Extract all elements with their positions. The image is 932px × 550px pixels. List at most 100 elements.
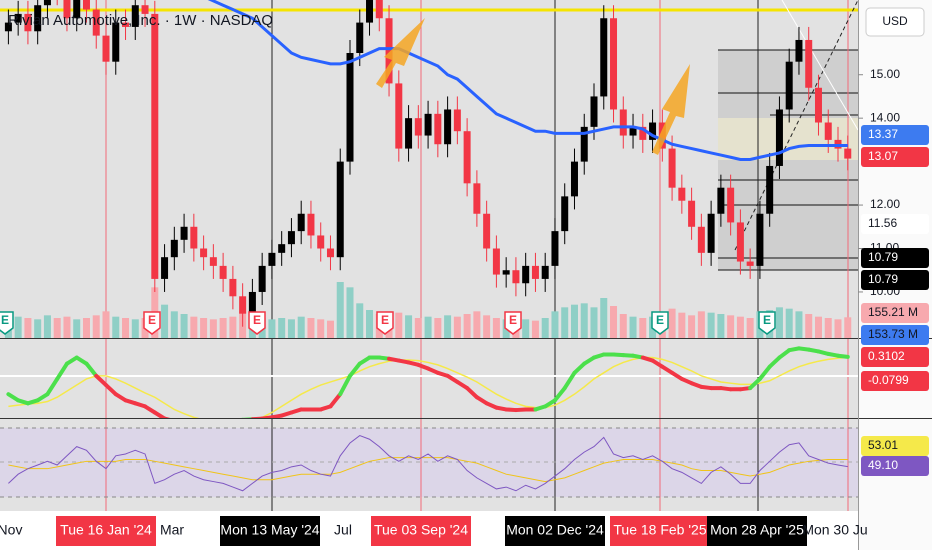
- currency-label[interactable]: USD: [882, 14, 908, 28]
- volume-bar: [541, 318, 549, 338]
- earnings-badge: [758, 311, 776, 335]
- volume-bar: [356, 303, 364, 338]
- volume-bar: [707, 312, 715, 338]
- macd-segment: [757, 364, 772, 381]
- earnings-marker: E: [758, 311, 776, 335]
- volume-bar: [336, 282, 344, 338]
- candle-body: [707, 213, 715, 253]
- volume-bar: [34, 319, 42, 338]
- candle-body: [483, 213, 491, 249]
- arrow-annotation: [376, 18, 425, 88]
- candle-body: [395, 83, 403, 149]
- candle-body: [161, 257, 169, 279]
- y-tick-label: 14.00: [870, 110, 900, 124]
- volume-bar: [190, 316, 198, 338]
- price-badge: [861, 303, 929, 323]
- volume-bar: [229, 316, 237, 338]
- volume-bar: [580, 303, 588, 338]
- candle-body: [317, 235, 325, 249]
- price-badge: [861, 436, 929, 456]
- volume-bar: [131, 319, 139, 338]
- candle-body: [102, 35, 110, 62]
- volume-bar: [161, 304, 169, 338]
- time-label: Mon 02 Dec '24: [506, 522, 604, 538]
- candle-body: [434, 113, 442, 145]
- candle-body: [209, 257, 217, 266]
- time-badge: [707, 516, 807, 546]
- moving-average: [207, 0, 848, 161]
- volume-bar: [629, 316, 637, 338]
- volume-bar: [824, 318, 832, 338]
- volume-bar: [844, 317, 852, 338]
- volume-bar: [814, 316, 822, 338]
- volume-bar: [570, 304, 578, 338]
- candle-body: [297, 213, 305, 232]
- candle-body: [473, 183, 481, 214]
- candle-body: [649, 122, 657, 140]
- volume-bar: [287, 319, 295, 338]
- candle-body: [541, 265, 549, 279]
- time-label: Mar: [160, 522, 184, 538]
- symbol-title: Rivian Automotive, Inc. · 1W · NASDAQ: [8, 12, 273, 29]
- price-badge-label: 155.21 M: [868, 305, 918, 319]
- currency-button[interactable]: [865, 7, 925, 37]
- price-badge-label: 53.01: [868, 438, 898, 452]
- price-badge: [861, 325, 929, 345]
- volume-bar: [268, 319, 276, 338]
- volume-bar: [317, 319, 325, 338]
- time-badge: [610, 516, 710, 546]
- macd-pane: [0, 346, 858, 418]
- volume-bar: [590, 307, 598, 338]
- earnings-marker: E: [248, 311, 266, 335]
- candle-body: [229, 278, 237, 297]
- volume-bar: [522, 319, 530, 338]
- arrow-annotation: [652, 64, 690, 155]
- candle-body: [424, 113, 432, 136]
- candle-body: [151, 13, 159, 279]
- candle-body: [512, 270, 520, 284]
- candle-body: [717, 187, 725, 214]
- macd-segment: [552, 386, 567, 403]
- volume-bar: [736, 316, 744, 338]
- candle-body: [73, 0, 81, 19]
- candle-body: [639, 126, 647, 140]
- volume-bar: [805, 314, 813, 338]
- candle-body: [4, 22, 12, 32]
- candle-body: [131, 5, 139, 27]
- candle-body: [248, 291, 256, 314]
- macd-segment: [328, 392, 343, 409]
- time-label: Mon 30 Ju: [802, 522, 867, 538]
- volume-bar: [307, 318, 315, 338]
- volume-bar: [483, 315, 491, 338]
- volume-bar: [834, 319, 842, 338]
- candle-body: [756, 213, 764, 266]
- candle-body: [736, 222, 744, 262]
- price-badge-label: 49.10: [868, 458, 898, 472]
- volume-bar: [63, 316, 71, 338]
- macd-segment: [465, 386, 479, 400]
- price-badge: [861, 147, 929, 167]
- time-badge: [505, 516, 605, 546]
- candle-body: [678, 187, 686, 201]
- rsi-pane: [0, 427, 858, 498]
- macd-segment: [777, 348, 792, 360]
- volume-bar: [102, 311, 110, 338]
- volume-bar: [209, 319, 217, 338]
- earnings-marker: E: [651, 311, 669, 335]
- price-badge-label: 13.07: [868, 149, 898, 163]
- candle-body: [502, 270, 510, 275]
- time-label: Jul: [334, 522, 352, 538]
- candle-body: [814, 87, 822, 123]
- volume-bar: [424, 316, 432, 338]
- candle-body: [629, 126, 637, 136]
- candle-body: [278, 244, 286, 253]
- earnings-badge: [651, 311, 669, 335]
- candle-body: [43, 0, 51, 6]
- volume-bar: [73, 319, 81, 338]
- candle-body: [610, 18, 618, 110]
- candle-body: [336, 161, 344, 258]
- price-badge-label: 153.73 M: [868, 327, 918, 341]
- candle-body: [239, 296, 247, 314]
- time-label: Tue 16 Jan '24: [60, 522, 152, 538]
- volume-bar: [746, 318, 754, 338]
